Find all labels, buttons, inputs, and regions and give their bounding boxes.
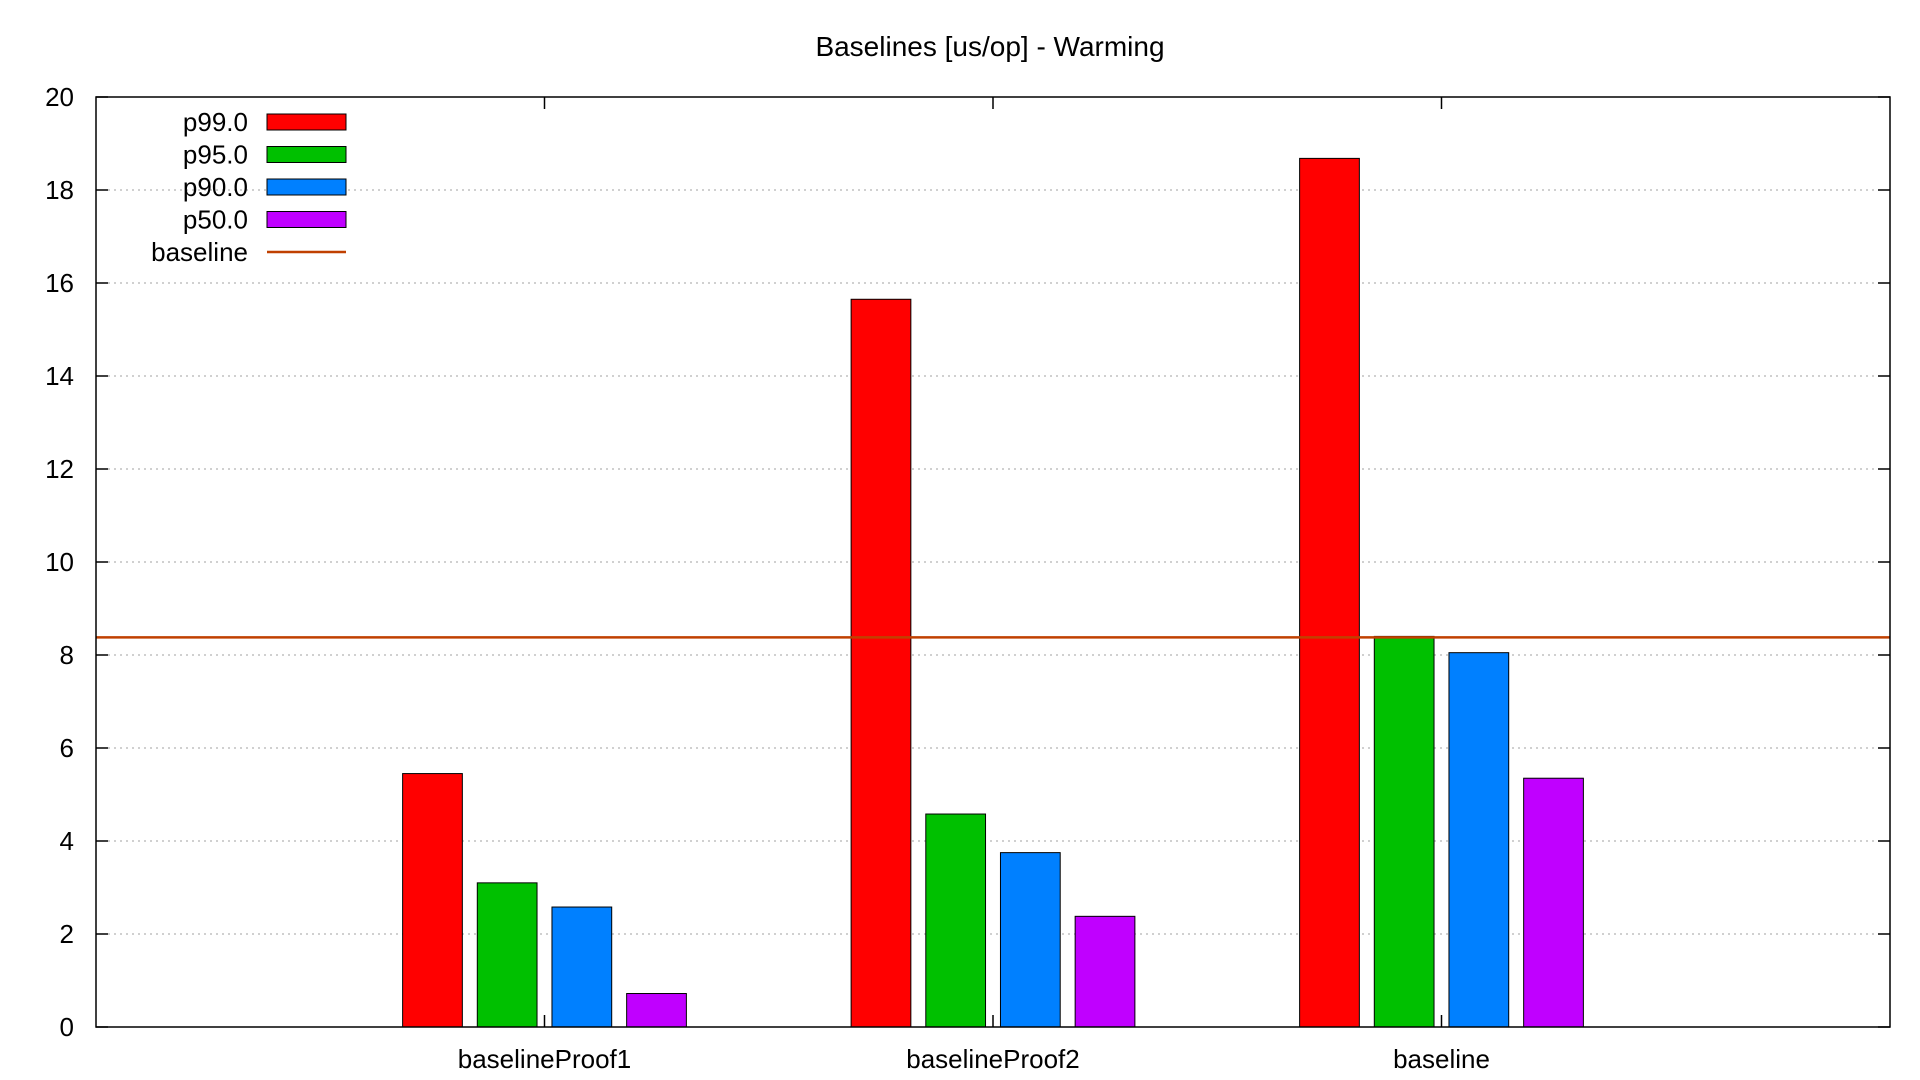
y-tick-label: 0: [60, 1012, 74, 1042]
bars: [402, 157, 1584, 1028]
bar-p99-0-baseline: [1299, 157, 1360, 1028]
x-category-label: baselineProof2: [906, 1044, 1079, 1074]
legend-swatch: [266, 178, 347, 196]
y-tick-label: 20: [45, 82, 74, 112]
bar-p50-0-baselineProof2: [1074, 915, 1136, 1028]
chart-title: Baselines [us/op] - Warming: [815, 31, 1164, 62]
y-axis: 0 2 4 6 8 10 12 14 16 18 20: [45, 82, 1890, 1042]
y-tick-label: 16: [45, 268, 74, 298]
legend-label: p99.0: [183, 107, 248, 137]
legend-label: baseline: [151, 237, 248, 267]
y-tick-label: 8: [60, 640, 74, 670]
grid-lines: [96, 189, 1890, 935]
legend-swatch: [266, 211, 347, 228]
bar-p90-0-baselineProof2: [999, 852, 1061, 1028]
y-tick-label: 18: [45, 175, 74, 205]
bar-p90-0-baseline: [1448, 652, 1510, 1028]
legend-label: p90.0: [183, 172, 248, 202]
bar-p50-0-baseline: [1523, 777, 1584, 1028]
bar-p95-0-baselineProof2: [925, 813, 987, 1028]
y-tick-label: 12: [45, 454, 74, 484]
y-tick-label: 4: [60, 826, 74, 856]
x-axis: baselineProof1 baselineProof2 baseline: [458, 97, 1490, 1074]
y-tick-label: 14: [45, 361, 74, 391]
x-category-label: baselineProof1: [458, 1044, 631, 1074]
x-category-label: baseline: [1393, 1044, 1490, 1074]
y-tick-label: 10: [45, 547, 74, 577]
bar-p95-0-baselineProof1: [476, 882, 538, 1028]
bar-p99-0-baselineProof2: [850, 298, 912, 1028]
bar-p99-0-baselineProof1: [402, 773, 463, 1028]
legend-swatch: [266, 146, 347, 163]
legend-label: p95.0: [183, 140, 248, 170]
bar-p95-0-baseline: [1373, 635, 1435, 1028]
y-tick-label: 6: [60, 733, 74, 763]
bar-p90-0-baselineProof1: [551, 906, 613, 1028]
bar-p50-0-baselineProof1: [626, 993, 687, 1028]
y-tick-label: 2: [60, 919, 74, 949]
legend-label: p50.0: [183, 205, 248, 235]
legend-swatch: [266, 113, 347, 131]
